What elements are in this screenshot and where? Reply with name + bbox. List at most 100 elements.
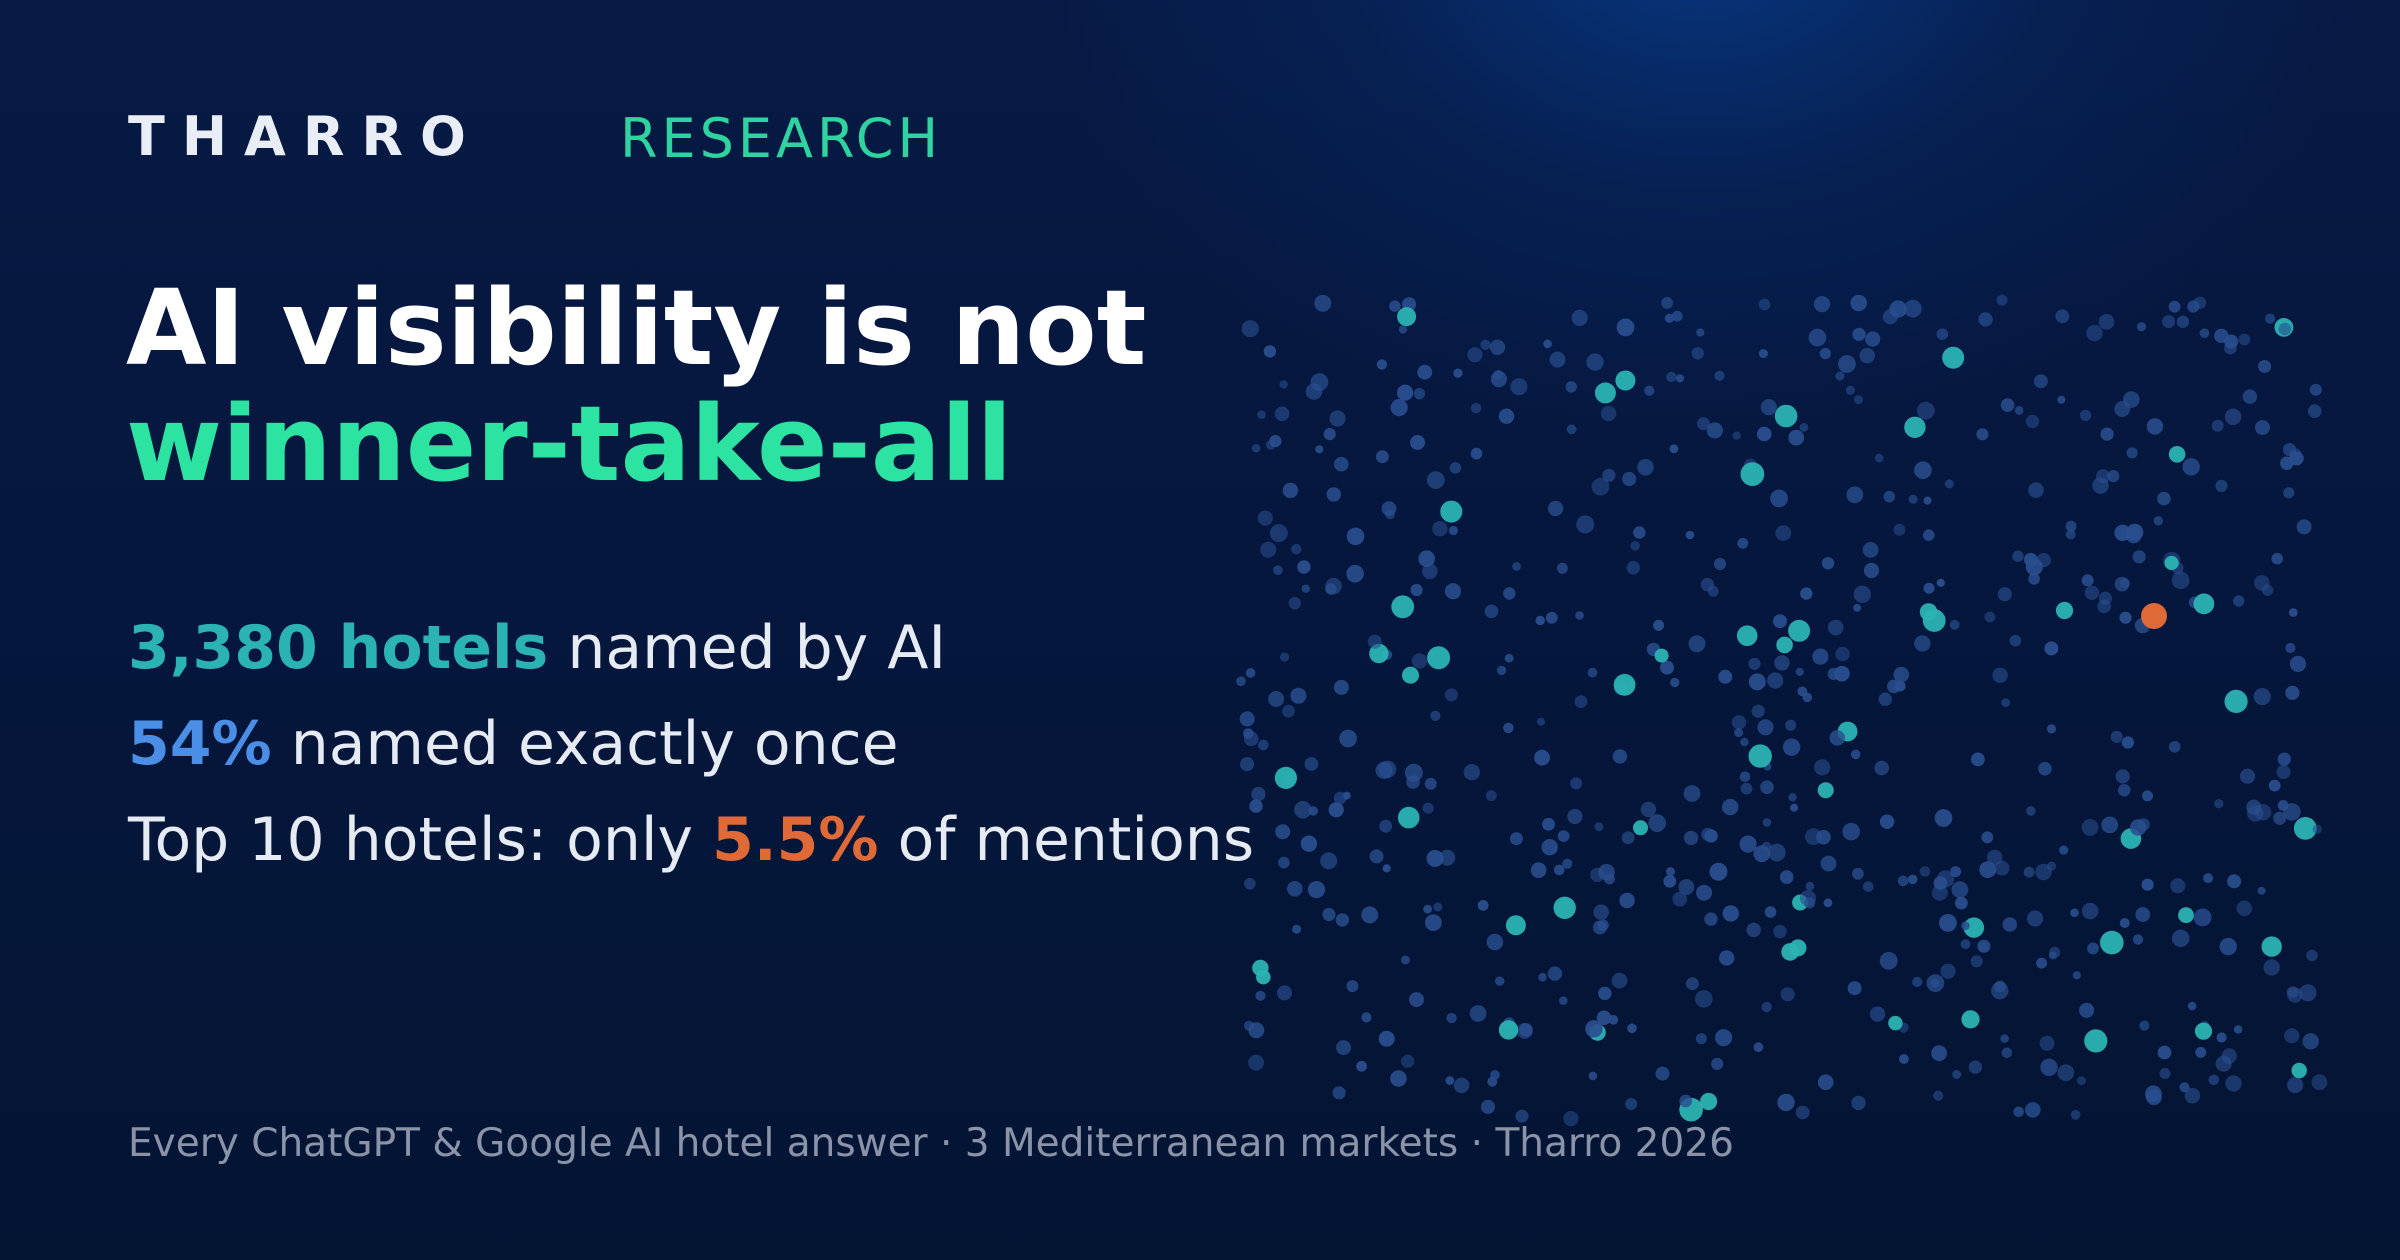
hotel-dot (1978, 312, 1993, 327)
highlight-hotel-dot (1615, 370, 1636, 391)
hotel-dot (2157, 491, 2171, 506)
hotel-dot (1239, 711, 1255, 727)
hotel-dot (2306, 949, 2318, 962)
hotel-dot (2285, 642, 2296, 654)
hotel-dot (1637, 459, 1654, 476)
hotel-dot (2025, 414, 2040, 429)
highlight-hotel-dot (1505, 915, 1526, 936)
hotel-dot (2284, 1028, 2300, 1044)
hotel-dot (2065, 529, 2076, 540)
hotel-dot (1767, 843, 1786, 862)
hotel-dot (1424, 777, 1437, 790)
hotel-dot (1292, 924, 1302, 934)
hotel-dot (1484, 604, 1499, 619)
hotel-dot (1940, 963, 1956, 979)
hotel-dot (1790, 803, 1799, 812)
hotel-dot (1846, 486, 1864, 504)
hotel-dot (1574, 695, 1588, 708)
hotel-dot (2184, 1087, 2201, 1104)
highlight-hotel-dot (1774, 404, 1798, 428)
hotel-dot (1760, 399, 1777, 416)
hotel-dot (1251, 786, 1266, 802)
hotel-dot (1805, 828, 1822, 846)
hotel-dot (2225, 1075, 2242, 1092)
hotel-dot (1779, 870, 1794, 884)
hotel-dot (1376, 359, 1388, 370)
hotel-dot (2170, 878, 2186, 894)
hotel-dot (2114, 401, 2131, 417)
hotel-dot (1897, 875, 1909, 887)
hotel-dot (1333, 679, 1349, 695)
hotel-dot (1453, 1077, 1470, 1094)
hotel-dot (1260, 541, 1277, 558)
hotel-dot (1305, 383, 1323, 400)
hotel-dot (1678, 879, 1695, 895)
hotel-dot (2132, 934, 2144, 945)
hotel-dot (2236, 900, 2253, 917)
hotel-dot (1850, 294, 1867, 312)
hotel-dot (1903, 299, 1922, 318)
stat-suffix: of mentions (878, 805, 1255, 875)
hotel-dot (2195, 1046, 2207, 1058)
hotel-dot (1722, 905, 1739, 922)
hotel-dot (1406, 775, 1420, 789)
hotel-dot (1852, 867, 1864, 880)
hotel-dot (1713, 557, 1727, 571)
hotel-dot (2026, 806, 2036, 816)
hotel-dot (1715, 1029, 1733, 1047)
hotel-dot (1753, 845, 1771, 863)
hotel-dot (1480, 1099, 1496, 1114)
hotel-dot (1594, 822, 1604, 832)
hotel-dot (2119, 611, 2132, 624)
hotel-dot (1731, 715, 1747, 730)
hotel-dot (2193, 908, 2212, 927)
hotel-dot (2208, 1074, 2220, 1086)
hotel-dot (1273, 565, 1283, 575)
hotel-dot (1986, 849, 2003, 866)
hotel-dot (1334, 456, 1349, 472)
hotel-dot (1695, 1033, 1707, 1045)
hotel-dot (1863, 562, 1880, 579)
hotel-dot (1400, 955, 1410, 965)
hotel-dot (1978, 942, 1989, 953)
hotel-dot (1361, 1012, 1372, 1023)
hotel-dot (2302, 1033, 2319, 1050)
hotel-dot (1534, 749, 1550, 766)
hotel-dot (1346, 564, 1364, 583)
hotel-dot (1666, 867, 1675, 877)
hotel-dot (1417, 364, 1433, 380)
hotel-dot (1761, 1001, 1772, 1013)
hotel-dot (2309, 383, 2322, 396)
hotel-dot (1369, 849, 1384, 864)
hotel-dot (1602, 468, 1616, 482)
hotel-dot (1683, 830, 1699, 846)
hotel-dot (1320, 852, 1338, 870)
hotel-dot (1445, 1076, 1455, 1085)
highlight-hotel-dot (1427, 646, 1451, 670)
hotel-dot (1851, 1095, 1866, 1111)
hotel-dot (1780, 987, 1795, 1002)
hotel-dot (1919, 866, 1931, 877)
hotel-dot (2289, 448, 2302, 461)
hotel-dot (1748, 657, 1761, 670)
hotel-dot (1930, 978, 1940, 988)
hotel-dot (1706, 422, 1723, 439)
hotel-dot (2254, 804, 2272, 821)
hotel-dot (1553, 864, 1565, 876)
highlight-hotel-dot (1817, 782, 1834, 799)
hotel-dot (2285, 685, 2300, 700)
hotel-dot (1879, 814, 1895, 829)
hotel-dot (1722, 798, 1739, 816)
hotel-dot (1519, 1023, 1533, 1037)
hotel-dot (1398, 325, 1408, 334)
hotel-dot (1470, 447, 1483, 460)
highlight-hotel-dot (1748, 744, 1772, 768)
hotel-dot (1401, 1054, 1415, 1068)
hotel-dot (1842, 822, 1860, 841)
hotel-dot (1329, 410, 1346, 427)
hotel-dot (1675, 374, 1685, 383)
hotel-dot (1679, 1094, 1693, 1108)
hotel-dot (1696, 328, 1705, 337)
hotel-dot (1994, 860, 2010, 876)
hotel-dot (2040, 1058, 2058, 1076)
